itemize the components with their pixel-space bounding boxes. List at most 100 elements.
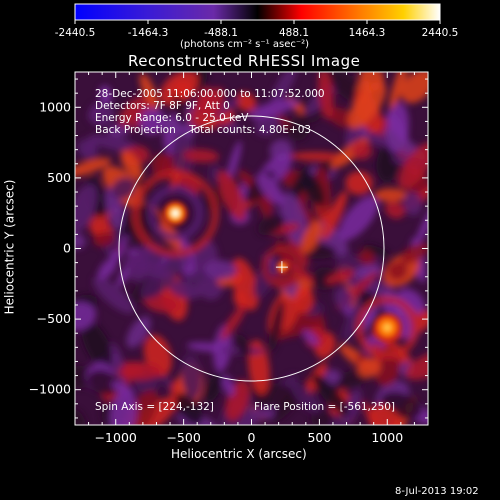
intensity-blob [124, 257, 173, 280]
intensity-blob [317, 72, 334, 120]
colorbar-tick-label: 2440.5 [422, 27, 459, 39]
intensity-blob [89, 101, 115, 127]
intensity-blob [401, 72, 428, 104]
intensity-blob [75, 183, 98, 234]
intensity-blob [357, 358, 381, 378]
intensity-blob [376, 144, 400, 183]
intensity-blob [384, 201, 405, 219]
intensity-blob [75, 157, 112, 178]
intensity-blob [347, 81, 387, 129]
intensity-ring [355, 296, 419, 360]
bright-sources [163, 201, 402, 342]
intensity-blob [93, 276, 135, 314]
x-tick-label: 500 [307, 430, 331, 445]
y-tick-label: −1000 [29, 382, 71, 397]
x-tick-label: 0 [248, 430, 256, 445]
intensity-blob [173, 80, 194, 100]
intensity-blob [110, 381, 135, 396]
y-tick-label: 0 [63, 241, 71, 256]
intensity-blob [312, 266, 338, 291]
intensity-blob [97, 257, 118, 280]
intensity-blob [172, 92, 188, 127]
colorbar-tick-label: 1464.3 [349, 27, 386, 39]
info-line-energy: Energy Range: 6.0 - 25.0 keV [95, 112, 249, 124]
intensity-blob [369, 404, 404, 425]
intensity-blob [203, 260, 238, 280]
intensity-blob [287, 234, 309, 268]
intensity-blob [415, 204, 428, 246]
intensity-blob [381, 292, 419, 341]
x-axis-label: Heliocentric X (arcsec) [171, 447, 307, 461]
intensity-blob [235, 91, 257, 112]
x-tick-label: 1000 [371, 430, 403, 445]
intensity-blob [75, 408, 86, 425]
intensity-blob [87, 369, 120, 395]
intensity-blob [81, 321, 114, 370]
intensity-blob [300, 220, 323, 254]
intensity-blob [181, 353, 202, 400]
intensity-blob [138, 107, 166, 135]
intensity-blob [400, 242, 428, 265]
intensity-blob [126, 316, 151, 348]
intensity-blob [386, 111, 409, 143]
intensity-blob [228, 409, 265, 425]
intensity-blob [403, 191, 423, 216]
intensity-blob [351, 141, 373, 160]
intensity-blob [322, 190, 348, 240]
intensity-blob [248, 98, 299, 119]
intensity-blob [253, 262, 275, 299]
info-line-detectors: Detectors: 7F 8F 9F, Att 0 [95, 100, 230, 112]
intensity-blob [220, 304, 247, 341]
colorbar-tick-label: -2440.5 [55, 27, 96, 39]
intensity-blob [345, 171, 373, 195]
intensity-blob [217, 170, 246, 221]
intensity-blob [123, 390, 159, 425]
colorbar-ticks: -2440.5 -1464.3 -488.1 488.1 1464.3 2440.5 [55, 20, 459, 39]
intensity-blob [222, 375, 235, 397]
intensity-blob [118, 95, 154, 132]
y-tick-label: 1000 [39, 99, 71, 114]
intensity-blob [88, 134, 140, 153]
intensity-blob [290, 152, 343, 161]
intensity-blob [268, 299, 285, 353]
intensity-blob [325, 269, 355, 285]
bright-source [172, 210, 179, 217]
intensity-blob [84, 136, 96, 157]
colorbar-tick-label: -1464.3 [128, 27, 169, 39]
intensity-blob [311, 373, 351, 417]
colorbar-units-label: (photons cm⁻² s⁻¹ asec⁻²) [180, 39, 310, 50]
colorbar-gradient [74, 3, 441, 21]
y-axis-label: Heliocentric Y (arcsec) [2, 179, 17, 315]
intensity-blob [75, 365, 92, 389]
intensity-blob [111, 177, 136, 200]
intensity-blob [162, 116, 182, 137]
colorbar-tick-label: 488.1 [279, 27, 309, 39]
intensity-blob [144, 293, 179, 313]
intensity-blob [299, 206, 317, 226]
intensity-blob [256, 172, 284, 205]
intensity-ring [147, 185, 203, 241]
intensity-blob [226, 140, 242, 183]
intensity-blob [98, 85, 112, 105]
intensity-blob [270, 72, 297, 106]
intensity-blob [374, 188, 408, 202]
intensity-blob [140, 258, 182, 300]
intensity-blob [302, 329, 319, 346]
intensity-blob [257, 213, 285, 236]
spin-axis-label: Spin Axis = [224,-132] [95, 401, 214, 413]
intensity-blob [109, 390, 138, 425]
intensity-blob [205, 371, 223, 403]
info-line-method: Back Projection Total counts: 4.80E+03 [95, 124, 312, 136]
intensity-blob [290, 381, 322, 414]
y-tick-label: 500 [47, 170, 71, 185]
info-line-time: 28-Dec-2005 11:06:00.000 to 11:07:52.000 [95, 88, 325, 100]
intensity-blob [107, 124, 127, 137]
colorbar: -2440.5 -1464.3 -488.1 488.1 1464.3 2440.5 [55, 3, 459, 39]
intensity-ring [131, 169, 219, 257]
bright-source [383, 323, 392, 332]
intensity-blob [75, 301, 96, 331]
spin-axis-marker [275, 261, 288, 274]
intensity-blob [120, 150, 143, 180]
intensity-blob [139, 73, 159, 110]
